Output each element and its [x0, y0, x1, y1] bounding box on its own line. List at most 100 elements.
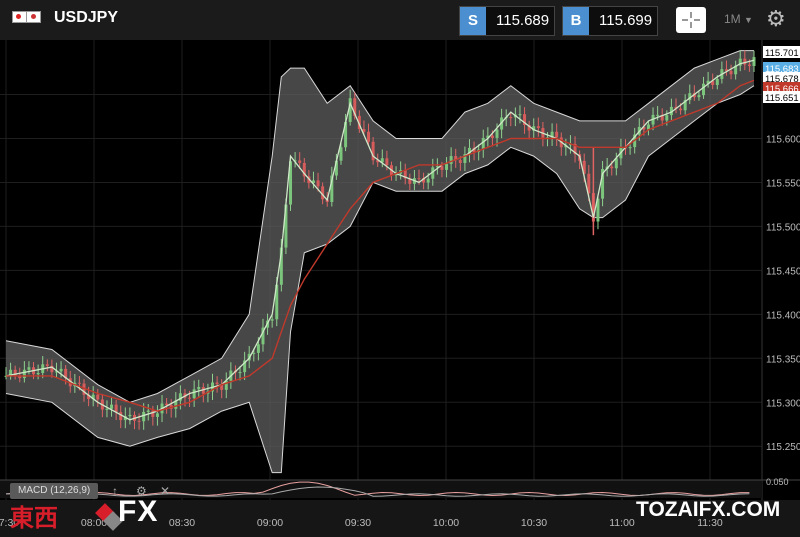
candle-body	[178, 393, 182, 401]
candle-body	[495, 129, 499, 138]
candle	[36, 364, 40, 380]
candle	[142, 403, 146, 430]
candle	[596, 194, 600, 230]
candle	[697, 90, 701, 101]
candle-body	[642, 126, 646, 130]
x-tick-label: 10:00	[433, 517, 459, 529]
x-axis-bar	[0, 500, 800, 537]
candle	[371, 137, 375, 165]
candle-body	[339, 147, 343, 161]
moving-average-line	[6, 79, 755, 412]
candle	[82, 379, 86, 402]
candle-body	[298, 160, 302, 163]
candle-body	[628, 147, 632, 149]
candle-body	[573, 143, 577, 155]
price-tag-label: 115.666	[765, 84, 799, 95]
candle	[435, 158, 439, 175]
x-tick-label: 11:30	[697, 517, 723, 529]
candle	[463, 146, 467, 171]
candle-body	[330, 175, 334, 202]
candle	[467, 139, 471, 163]
flag-icon	[12, 11, 27, 23]
y-tick-label: 115.600	[766, 134, 800, 145]
candle	[601, 160, 605, 207]
candle-body	[59, 368, 63, 372]
candle	[660, 108, 664, 126]
candle-body	[275, 284, 279, 320]
candle	[224, 372, 228, 399]
candle	[738, 50, 742, 72]
candle	[743, 50, 747, 71]
gear-icon[interactable]: ⚙	[136, 484, 147, 498]
candle	[114, 399, 118, 421]
candle-body	[481, 137, 485, 150]
candle-body	[13, 369, 17, 376]
brand-logo: 東西	[10, 503, 123, 532]
candle-body	[224, 380, 228, 390]
bollinger-lower-line	[5, 85, 755, 474]
timeframe-select[interactable]: 1M ▼	[724, 12, 753, 26]
symbol-title[interactable]: USDJPY	[54, 9, 119, 26]
candle-body	[614, 158, 618, 169]
candle-body	[458, 160, 462, 163]
buy-price-box[interactable]: B 115.699	[562, 6, 658, 36]
macd-label[interactable]: MACD (12,26,9)	[18, 485, 91, 496]
gear-icon[interactable]: ⚙	[766, 6, 786, 31]
sell-price-box[interactable]: S 115.689	[459, 6, 555, 36]
candle-body	[243, 360, 247, 373]
x-tick-label: 08:30	[169, 517, 195, 529]
candle-body	[142, 411, 146, 422]
candle	[146, 404, 150, 421]
x-tick-label: 09:00	[257, 517, 283, 529]
buy-button[interactable]: B	[563, 7, 589, 35]
candle-body	[192, 389, 196, 399]
candle	[330, 166, 334, 207]
price-tag-label: 115.678	[765, 74, 799, 85]
arrow-up-icon[interactable]: ↑	[112, 484, 118, 498]
candle-body	[734, 65, 738, 75]
candle	[252, 348, 256, 362]
candle-body	[706, 80, 710, 84]
y-tick-label: 115.450	[766, 266, 800, 277]
candle-body	[582, 160, 586, 174]
candle	[215, 376, 219, 393]
candle-body	[435, 166, 439, 168]
candle	[734, 60, 738, 80]
candle-body	[380, 158, 384, 163]
candle-body	[376, 160, 380, 163]
x-tick-label: 08:00	[81, 517, 107, 529]
candle-body	[523, 114, 527, 126]
candle	[27, 361, 31, 375]
candle-body	[119, 412, 123, 421]
candle-body	[77, 382, 81, 384]
crosshair-button[interactable]	[676, 7, 706, 33]
price-line	[5, 59, 755, 421]
candle	[316, 172, 320, 192]
candle-body	[596, 198, 600, 222]
x-tick-label: 09:30	[345, 517, 371, 529]
candle	[422, 172, 426, 190]
sell-button[interactable]: S	[460, 7, 486, 35]
price-tag-bg	[763, 46, 800, 58]
candle-body	[137, 420, 141, 422]
flag-icon	[26, 11, 41, 23]
candle	[270, 315, 274, 328]
candle-body	[128, 414, 132, 417]
candle-body	[747, 64, 751, 66]
macd-label-bg	[10, 483, 98, 499]
x-tick-label: 10:30	[521, 517, 547, 529]
candle-body	[50, 365, 54, 373]
candle-body	[660, 114, 664, 121]
price-chart[interactable]: 115.650115.600115.550115.500115.450115.4…	[0, 40, 800, 537]
candle	[706, 71, 710, 88]
candle-body	[445, 163, 449, 170]
candle-body	[715, 78, 719, 86]
candle-body	[697, 95, 701, 98]
candle-body	[215, 382, 219, 385]
close-icon[interactable]: ✕	[160, 484, 171, 498]
candle-body	[155, 413, 159, 417]
macd-panel	[0, 480, 762, 498]
candle-body	[601, 168, 605, 199]
candle-body	[665, 115, 669, 121]
y-tick-label: 115.500	[766, 222, 800, 233]
